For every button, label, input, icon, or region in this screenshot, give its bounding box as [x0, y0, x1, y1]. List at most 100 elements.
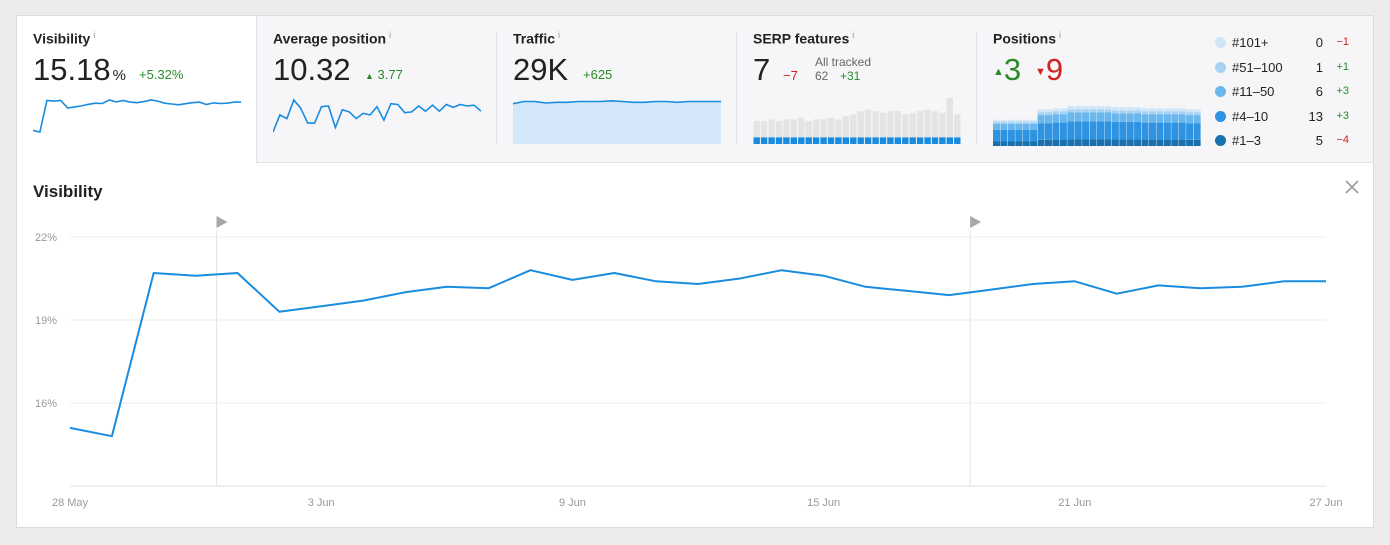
positions-bar-segment	[1059, 108, 1067, 112]
info-icon[interactable]: i	[558, 30, 561, 40]
data-point[interactable]	[780, 268, 784, 272]
data-point[interactable]	[738, 277, 742, 281]
positions-bar-segment	[1067, 121, 1075, 140]
positions-bar-segment	[1193, 115, 1201, 124]
visibility-series-line	[69, 269, 1326, 438]
close-icon[interactable]	[1342, 177, 1362, 197]
positions-bar-segment	[1104, 106, 1112, 110]
legend-item[interactable]: #11–50 6 +3	[1215, 83, 1349, 101]
x-tick-label: 28 May	[52, 497, 89, 509]
chart-serp-features	[753, 98, 961, 144]
data-point[interactable]	[68, 426, 72, 430]
data-point[interactable]	[989, 288, 993, 292]
positions-bar-segment	[1097, 121, 1104, 140]
data-point[interactable]	[570, 278, 574, 282]
serp-bar-owned	[812, 137, 820, 144]
legend-count: 5	[1315, 133, 1323, 148]
data-point[interactable]	[612, 271, 616, 275]
positions-bar-segment	[1134, 113, 1142, 122]
serp-bar-owned	[954, 137, 961, 144]
data-point[interactable]	[110, 434, 114, 438]
data-point[interactable]	[947, 293, 951, 297]
legend-change: +3	[1336, 85, 1349, 97]
data-point[interactable]	[1198, 286, 1202, 290]
legend-change: −1	[1336, 36, 1349, 48]
data-point[interactable]	[1240, 285, 1244, 289]
positions-bar-segment	[1193, 123, 1201, 140]
data-point[interactable]	[319, 304, 323, 308]
data-point[interactable]	[194, 274, 198, 278]
metric-title-positions: Positions i	[993, 30, 1062, 47]
data-point[interactable]	[1115, 292, 1119, 296]
legend-item[interactable]: #51–100 1 +1	[1215, 59, 1349, 77]
data-point[interactable]	[822, 274, 826, 278]
data-point[interactable]	[277, 310, 281, 314]
serp-bar-owned	[887, 137, 894, 144]
data-point[interactable]	[487, 286, 491, 290]
metric-card-serp-features[interactable]: SERP features i 7 −7 All tracked 62 +31	[737, 16, 977, 162]
data-point[interactable]	[445, 285, 449, 289]
positions-bar-segment	[1067, 109, 1075, 113]
info-icon[interactable]: i	[1059, 30, 1062, 40]
positions-bar-segment	[1178, 114, 1186, 123]
positions-bar-segment	[1156, 114, 1164, 123]
positions-bar-segment	[993, 141, 1000, 146]
positions-bar-segment	[1141, 108, 1149, 112]
data-point[interactable]	[1031, 282, 1035, 286]
metric-card-positions[interactable]: Positions i ▲3 ▼9	[977, 16, 1373, 162]
serp-bar-all	[805, 121, 812, 144]
info-icon[interactable]: i	[93, 30, 96, 40]
positions-bar-segment	[1089, 109, 1097, 113]
legend-swatch	[1215, 86, 1226, 97]
positions-bar-segment	[1141, 122, 1149, 140]
data-point[interactable]	[864, 285, 868, 289]
flag-marker-icon[interactable]	[970, 216, 982, 228]
legend-label: #11–50	[1232, 84, 1275, 99]
serp-bar-all	[857, 111, 864, 144]
positions-bar-segment	[1059, 114, 1067, 123]
positions-bar-segment	[1089, 106, 1097, 110]
legend-item[interactable]: #4–10 13 +3	[1215, 108, 1349, 126]
data-point[interactable]	[1073, 279, 1077, 283]
positions-bar-segment	[1082, 109, 1090, 113]
data-point[interactable]	[905, 289, 909, 293]
positions-bar-segment	[1074, 109, 1082, 113]
info-icon[interactable]: i	[389, 30, 392, 40]
positions-bar-segment	[1111, 113, 1119, 122]
data-point[interactable]	[529, 268, 533, 272]
data-point[interactable]	[1324, 279, 1328, 283]
legend-item[interactable]: #101+ 0 −1	[1215, 34, 1349, 52]
data-point[interactable]	[236, 271, 240, 275]
legend-swatch	[1215, 110, 1226, 122]
metric-value-visibility: 15.18%	[33, 52, 126, 87]
positions-bar-segment	[1119, 110, 1127, 114]
metric-card-average-position[interactable]: Average position i 10.32 ▲ 3.77	[257, 16, 497, 162]
serp-bar-all	[827, 117, 835, 144]
legend-item[interactable]: #1–3 5 −4	[1215, 132, 1349, 150]
positions-bar-segment	[1186, 109, 1194, 113]
arrow-up-icon: ▲	[365, 71, 374, 81]
data-point[interactable]	[361, 299, 365, 303]
info-icon[interactable]: i	[852, 30, 855, 40]
data-point[interactable]	[654, 279, 658, 283]
positions-bar-segment	[1015, 121, 1023, 124]
positions-bar-segment	[1074, 121, 1082, 140]
flag-marker-icon[interactable]	[216, 216, 228, 228]
positions-bar-segment	[1097, 139, 1104, 146]
data-point[interactable]	[1282, 279, 1286, 283]
metric-card-traffic[interactable]: Traffic i 29K +625	[497, 16, 737, 162]
data-point[interactable]	[152, 271, 156, 275]
data-point[interactable]	[1157, 283, 1161, 287]
positions-bar-segment	[1134, 139, 1142, 146]
positions-bar-segment	[1134, 110, 1142, 114]
data-point[interactable]	[403, 290, 407, 294]
positions-bar-segment	[1104, 112, 1112, 122]
metric-card-visibility[interactable]: Visibility i 15.18% +5.32%	[17, 16, 257, 163]
positions-bar-segment	[1104, 109, 1112, 113]
positions-bar-segment	[1022, 141, 1030, 146]
serp-bar-all	[760, 121, 768, 144]
data-point[interactable]	[696, 282, 700, 286]
positions-bar-segment	[1149, 108, 1156, 112]
serp-bar-all	[902, 114, 909, 144]
serp-bar-all	[753, 121, 760, 144]
